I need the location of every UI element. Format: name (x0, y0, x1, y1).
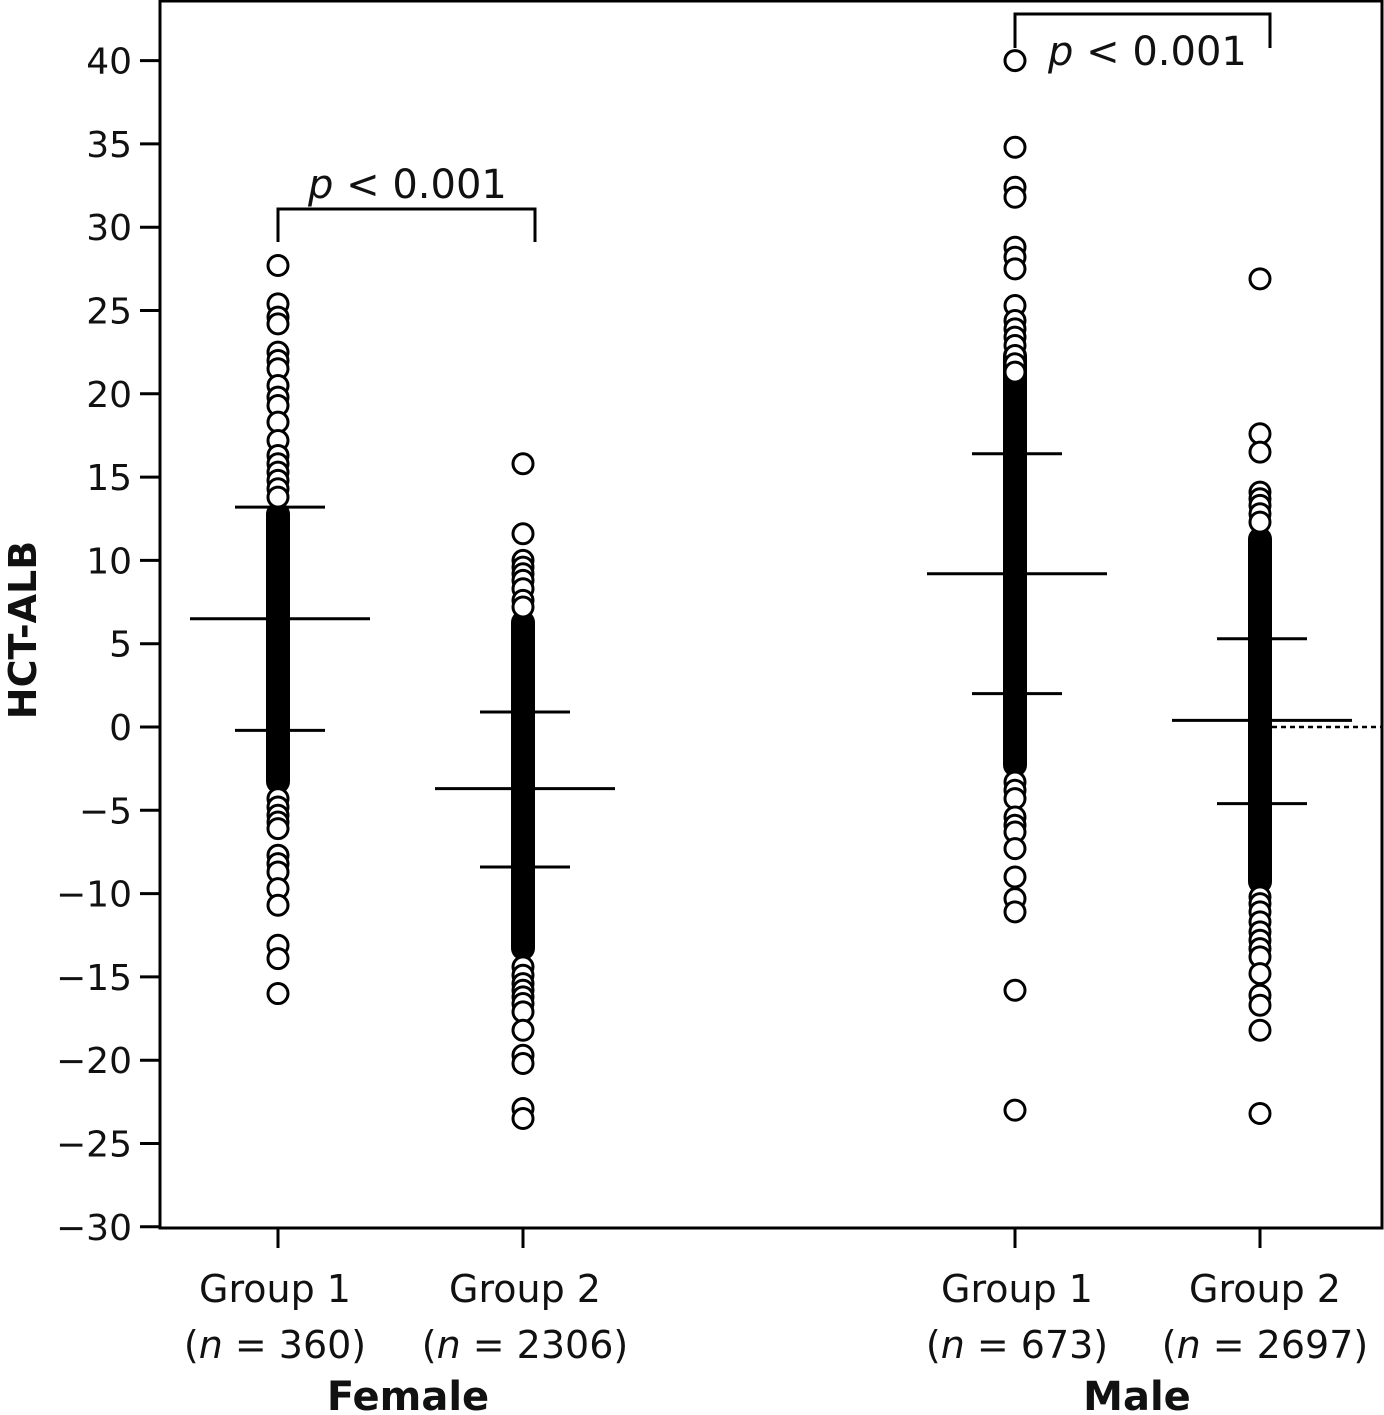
x-tick-label-group: Group 1 (941, 1267, 1093, 1311)
significance-bracket (1013, 12, 1272, 48)
data-point (1003, 185, 1027, 209)
dense-points-band (1248, 527, 1272, 894)
data-point (266, 947, 290, 971)
y-tick-label: 35 (86, 125, 132, 166)
data-point (1003, 49, 1027, 73)
y-tick-label: −30 (56, 1208, 132, 1249)
chart-marks (190, 49, 1382, 1131)
data-point (1248, 1018, 1272, 1042)
p-value-label: p < 0.001 (1047, 29, 1247, 75)
data-point (1003, 978, 1027, 1002)
data-point (266, 893, 290, 917)
data-point (266, 817, 290, 841)
dense-points-band (511, 610, 535, 961)
data-point (1248, 993, 1272, 1017)
data-point (1248, 962, 1272, 986)
significance-bracket (276, 207, 537, 242)
y-tick-label: 5 (109, 625, 132, 666)
dense-points-band (1003, 343, 1027, 777)
y-tick-label: −20 (56, 1041, 132, 1082)
data-point (1248, 510, 1272, 534)
data-point (1003, 900, 1027, 924)
y-axis: 40 35 30 25 20 15 10 5 0 −5 −10 −15 −20 −25 −30 (56, 42, 160, 1249)
y-tick-label: −10 (56, 875, 132, 916)
x-axis: Group 1 (n = 360) Group 2 (n = 2306) Female G… (184, 1228, 1368, 1415)
x-category-label-sex: Male (1083, 1374, 1191, 1415)
data-point (511, 1052, 535, 1076)
data-point (266, 982, 290, 1006)
x-tick-label-group: Group 2 (1189, 1267, 1341, 1311)
y-tick-label: 15 (86, 458, 132, 499)
data-point (511, 452, 535, 476)
y-tick-label: 0 (109, 708, 132, 749)
data-point (511, 1018, 535, 1042)
chart-annotations: p < 0.001 p < 0.001 (276, 12, 1272, 242)
y-tick-label: −15 (56, 958, 132, 999)
data-point (266, 485, 290, 509)
data-point (511, 522, 535, 546)
y-tick-label: −5 (79, 791, 132, 832)
y-tick-label: −25 (56, 1125, 132, 1166)
data-point (266, 312, 290, 336)
data-point (1003, 360, 1027, 384)
data-point (1248, 267, 1272, 291)
y-tick-label: 30 (86, 208, 132, 249)
y-tick-label: 20 (86, 375, 132, 416)
data-point (266, 254, 290, 278)
data-point (1003, 865, 1027, 889)
x-tick-label-n: (n = 2306) (422, 1323, 628, 1367)
data-point (1003, 837, 1027, 861)
data-point (511, 595, 535, 619)
y-axis-label: HCT-ALB (1, 541, 45, 719)
data-point (1248, 440, 1272, 464)
data-point (1003, 135, 1027, 159)
x-category-label-sex: Female (327, 1374, 489, 1415)
dense-points-band (266, 502, 290, 794)
data-point (1003, 257, 1027, 281)
data-point (1003, 1098, 1027, 1122)
plot-frame (158, 0, 1384, 1230)
data-point (1248, 1102, 1272, 1126)
x-tick-label-n: (n = 673) (926, 1323, 1108, 1367)
x-tick-label-group: Group 2 (449, 1267, 601, 1311)
x-tick-label-group: Group 1 (199, 1267, 351, 1311)
y-tick-label: 40 (86, 42, 132, 83)
y-tick-label: 10 (86, 541, 132, 582)
data-point (511, 1107, 535, 1131)
x-tick-label-n: (n = 360) (184, 1323, 366, 1367)
y-tick-label: 25 (86, 292, 132, 333)
x-tick-label-n: (n = 2697) (1162, 1323, 1368, 1367)
p-value-label: p < 0.001 (307, 162, 507, 208)
